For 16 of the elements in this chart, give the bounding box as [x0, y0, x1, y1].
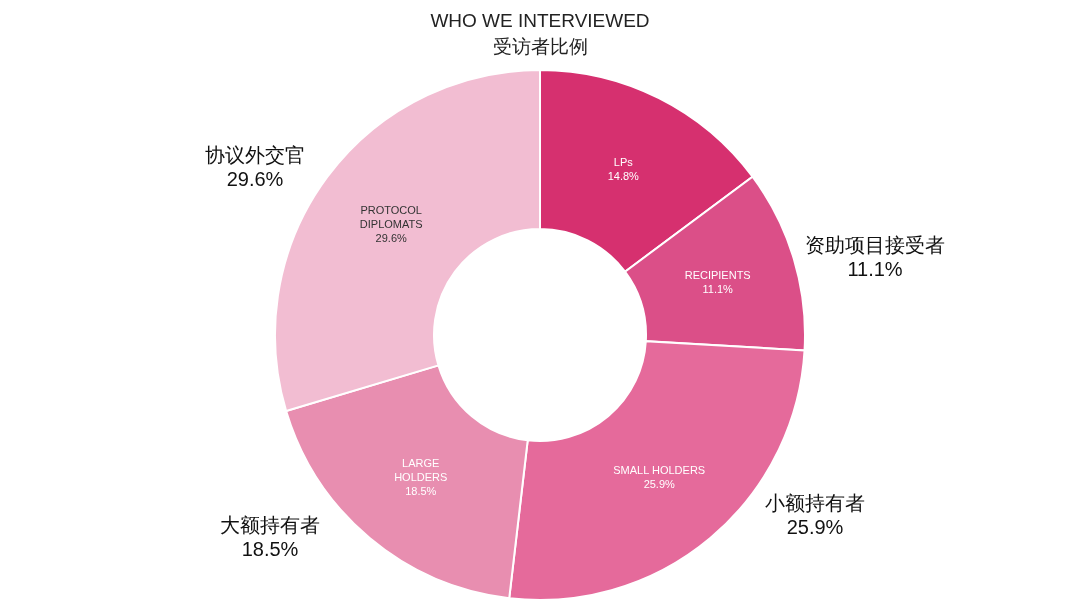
chart-title: WHO WE INTERVIEWED	[430, 10, 650, 31]
slice-label: LARGE HOLDERS	[394, 457, 448, 484]
text: 小额持有者 25.9%	[765, 492, 865, 538]
slice-label: LPs	[613, 156, 634, 169]
text: 协议外交官 29.6%	[205, 144, 305, 190]
data-label: 14.8%	[607, 170, 640, 183]
data-label: 29.6%	[375, 232, 408, 245]
slice-label: SMALL HOLDERS	[613, 464, 706, 477]
data-label: 25.9%	[643, 478, 676, 491]
data-label: 18.5%	[405, 485, 437, 498]
data-label: 11.1%	[702, 282, 734, 295]
chart-subtitle: 受访者比例	[492, 36, 588, 57]
text: 大额持有者 18.5%	[220, 514, 320, 560]
slice-label: RECIPIENTS	[684, 268, 751, 281]
slice-label: PROTOCOL DIPLOMATS	[359, 204, 423, 231]
text: 资助项目接受者 11.1%	[805, 234, 945, 280]
